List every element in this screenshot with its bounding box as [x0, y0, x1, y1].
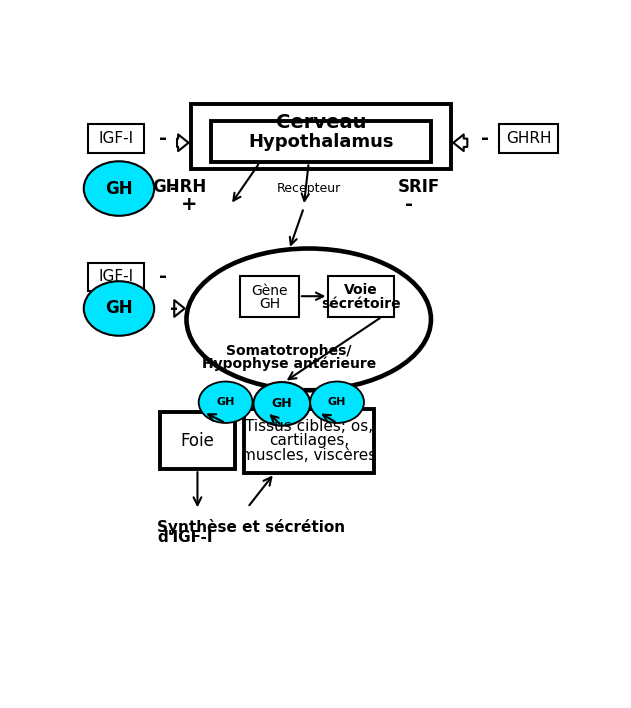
Text: GH: GH	[259, 297, 280, 312]
Bar	[240, 276, 299, 316]
Text: -: -	[170, 179, 178, 198]
Text: SRIF: SRIF	[398, 178, 440, 196]
Text: Gène: Gène	[251, 285, 288, 298]
Text: Hypothalamus: Hypothalamus	[248, 133, 394, 151]
Text: -: -	[405, 195, 413, 215]
Bar	[500, 124, 558, 152]
Text: -: -	[160, 129, 167, 148]
Text: IGF-I: IGF-I	[98, 131, 133, 146]
Text: Recepteur: Recepteur	[276, 182, 341, 195]
Text: GH: GH	[328, 397, 346, 407]
Text: GH: GH	[271, 397, 292, 411]
Text: -: -	[481, 129, 489, 148]
Text: IGF-I: IGF-I	[98, 269, 133, 285]
Text: Hypophyse antérieure: Hypophyse antérieure	[202, 357, 376, 371]
Ellipse shape	[310, 382, 364, 423]
Text: cartilages,: cartilages,	[269, 433, 349, 448]
Text: Voie: Voie	[345, 283, 378, 297]
Ellipse shape	[187, 249, 431, 390]
Text: GH: GH	[216, 397, 235, 407]
Text: Cerveau: Cerveau	[276, 113, 366, 132]
Bar	[191, 104, 451, 169]
Text: Tissus cibles; os,: Tissus cibles; os,	[245, 419, 373, 434]
Text: GH: GH	[105, 299, 133, 317]
Bar	[328, 276, 394, 316]
Text: Synthèse et sécrétion: Synthèse et sécrétion	[157, 518, 345, 535]
Text: +: +	[180, 195, 197, 215]
Text: d'IGF-I: d'IGF-I	[157, 530, 213, 545]
Ellipse shape	[84, 281, 154, 336]
Text: GHRH: GHRH	[506, 131, 551, 146]
Text: -: -	[160, 268, 167, 286]
Ellipse shape	[199, 382, 252, 423]
Text: GH: GH	[105, 180, 133, 198]
Ellipse shape	[84, 161, 154, 216]
Text: Foie: Foie	[180, 432, 215, 450]
Text: Somatotrophes/: Somatotrophes/	[227, 344, 352, 358]
Text: -: -	[170, 299, 178, 318]
Bar	[160, 412, 235, 469]
Bar	[88, 124, 144, 152]
Bar	[88, 263, 144, 291]
Text: GHRH: GHRH	[152, 178, 206, 196]
Bar	[211, 122, 431, 162]
Ellipse shape	[254, 382, 310, 426]
Bar	[244, 409, 374, 473]
Text: muscles, viscères: muscles, viscères	[241, 447, 377, 462]
Text: sécrétoire: sécrétoire	[321, 297, 401, 312]
